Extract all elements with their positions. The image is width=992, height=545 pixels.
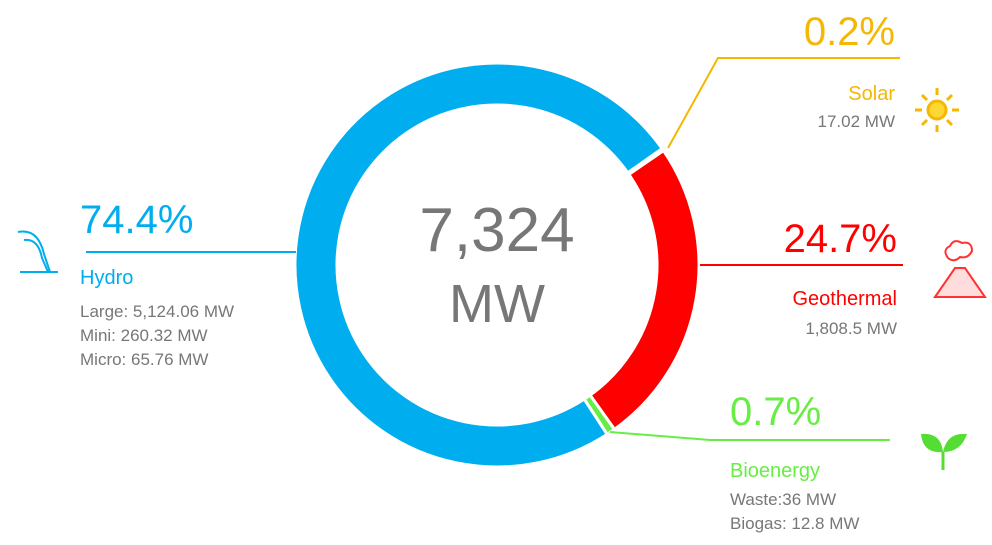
hydro-icon (17, 230, 58, 273)
detail-label: Micro: 65.76 MW (80, 350, 208, 369)
leader-line (667, 57, 900, 149)
percent-label: 74.4% (80, 198, 193, 242)
leader-line (609, 431, 890, 441)
category-label: Solar (848, 83, 895, 105)
detail-label: 17.02 MW (818, 112, 895, 131)
detail-label: Biogas: 12.8 MW (730, 514, 859, 533)
sprout-icon (921, 433, 967, 470)
sun-icon (915, 88, 959, 132)
detail-label: Waste:36 MW (730, 490, 836, 509)
detail-label: 1,808.5 MW (805, 319, 897, 338)
category-label: Geothermal (793, 288, 898, 310)
center-total: 7,324 (419, 196, 574, 265)
percent-label: 0.2% (804, 10, 895, 54)
category-label: Bioenergy (730, 460, 820, 482)
detail-label: Large: 5,124.06 MW (80, 302, 234, 321)
percent-label: 0.7% (730, 390, 821, 434)
donut-segment (293, 61, 665, 469)
volcano-icon (933, 240, 987, 298)
category-label: Hydro (80, 267, 133, 289)
detail-label: Mini: 260.32 MW (80, 326, 208, 345)
center-unit: MW (449, 274, 545, 334)
percent-label: 24.7% (784, 217, 897, 261)
donut-segment (587, 148, 701, 432)
